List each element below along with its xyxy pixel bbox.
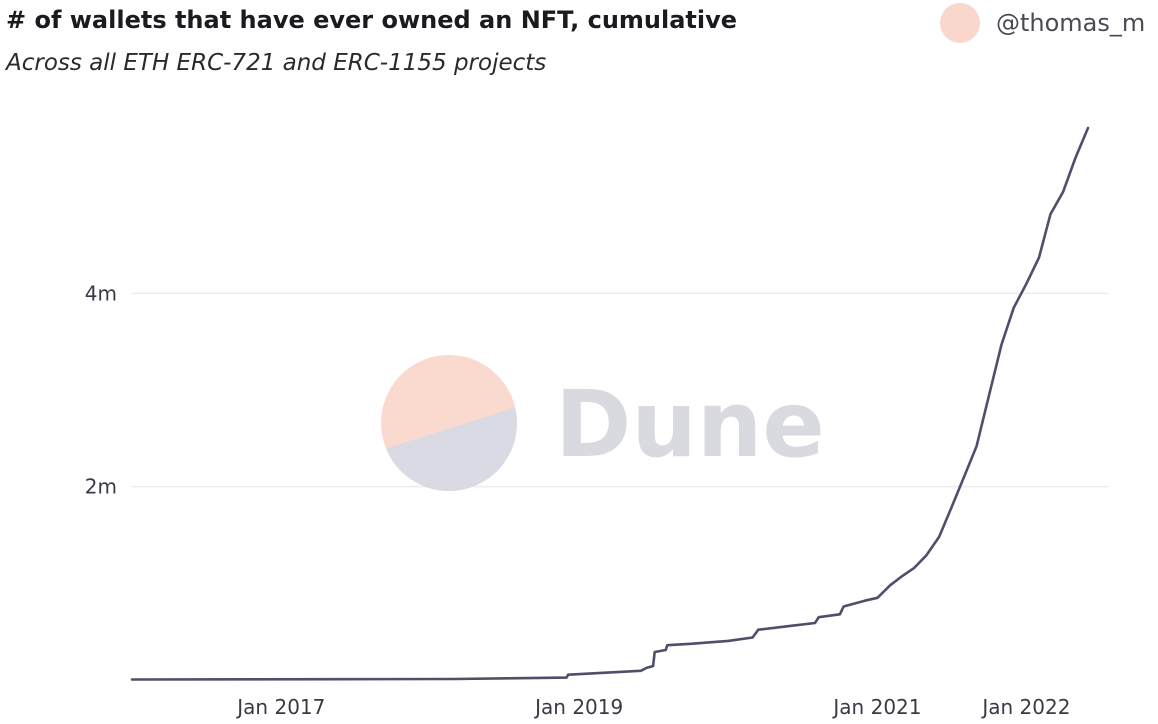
x-tick-label: Jan 2021 <box>831 695 921 719</box>
author-handle: @thomas_m <box>996 9 1146 37</box>
dune-logo-icon <box>381 355 517 491</box>
dune-logo-bottom <box>385 407 517 491</box>
author-badge[interactable]: @thomas_m <box>940 2 1145 44</box>
series-line-0 <box>130 126 1090 681</box>
x-tick-label: Jan 2022 <box>980 695 1070 719</box>
y-tick-label: 4m <box>85 281 117 305</box>
y-tick-label: 2m <box>85 475 117 499</box>
x-tick-label: Jan 2019 <box>533 695 623 719</box>
dune-watermark-text: Dune <box>555 371 825 478</box>
author-avatar <box>940 3 980 43</box>
chart-title: # of wallets that have ever owned an NFT… <box>6 6 738 34</box>
x-tick-label: Jan 2017 <box>235 695 325 719</box>
chart-subtitle: Across all ETH ERC-721 and ERC-1155 proj… <box>6 50 547 76</box>
